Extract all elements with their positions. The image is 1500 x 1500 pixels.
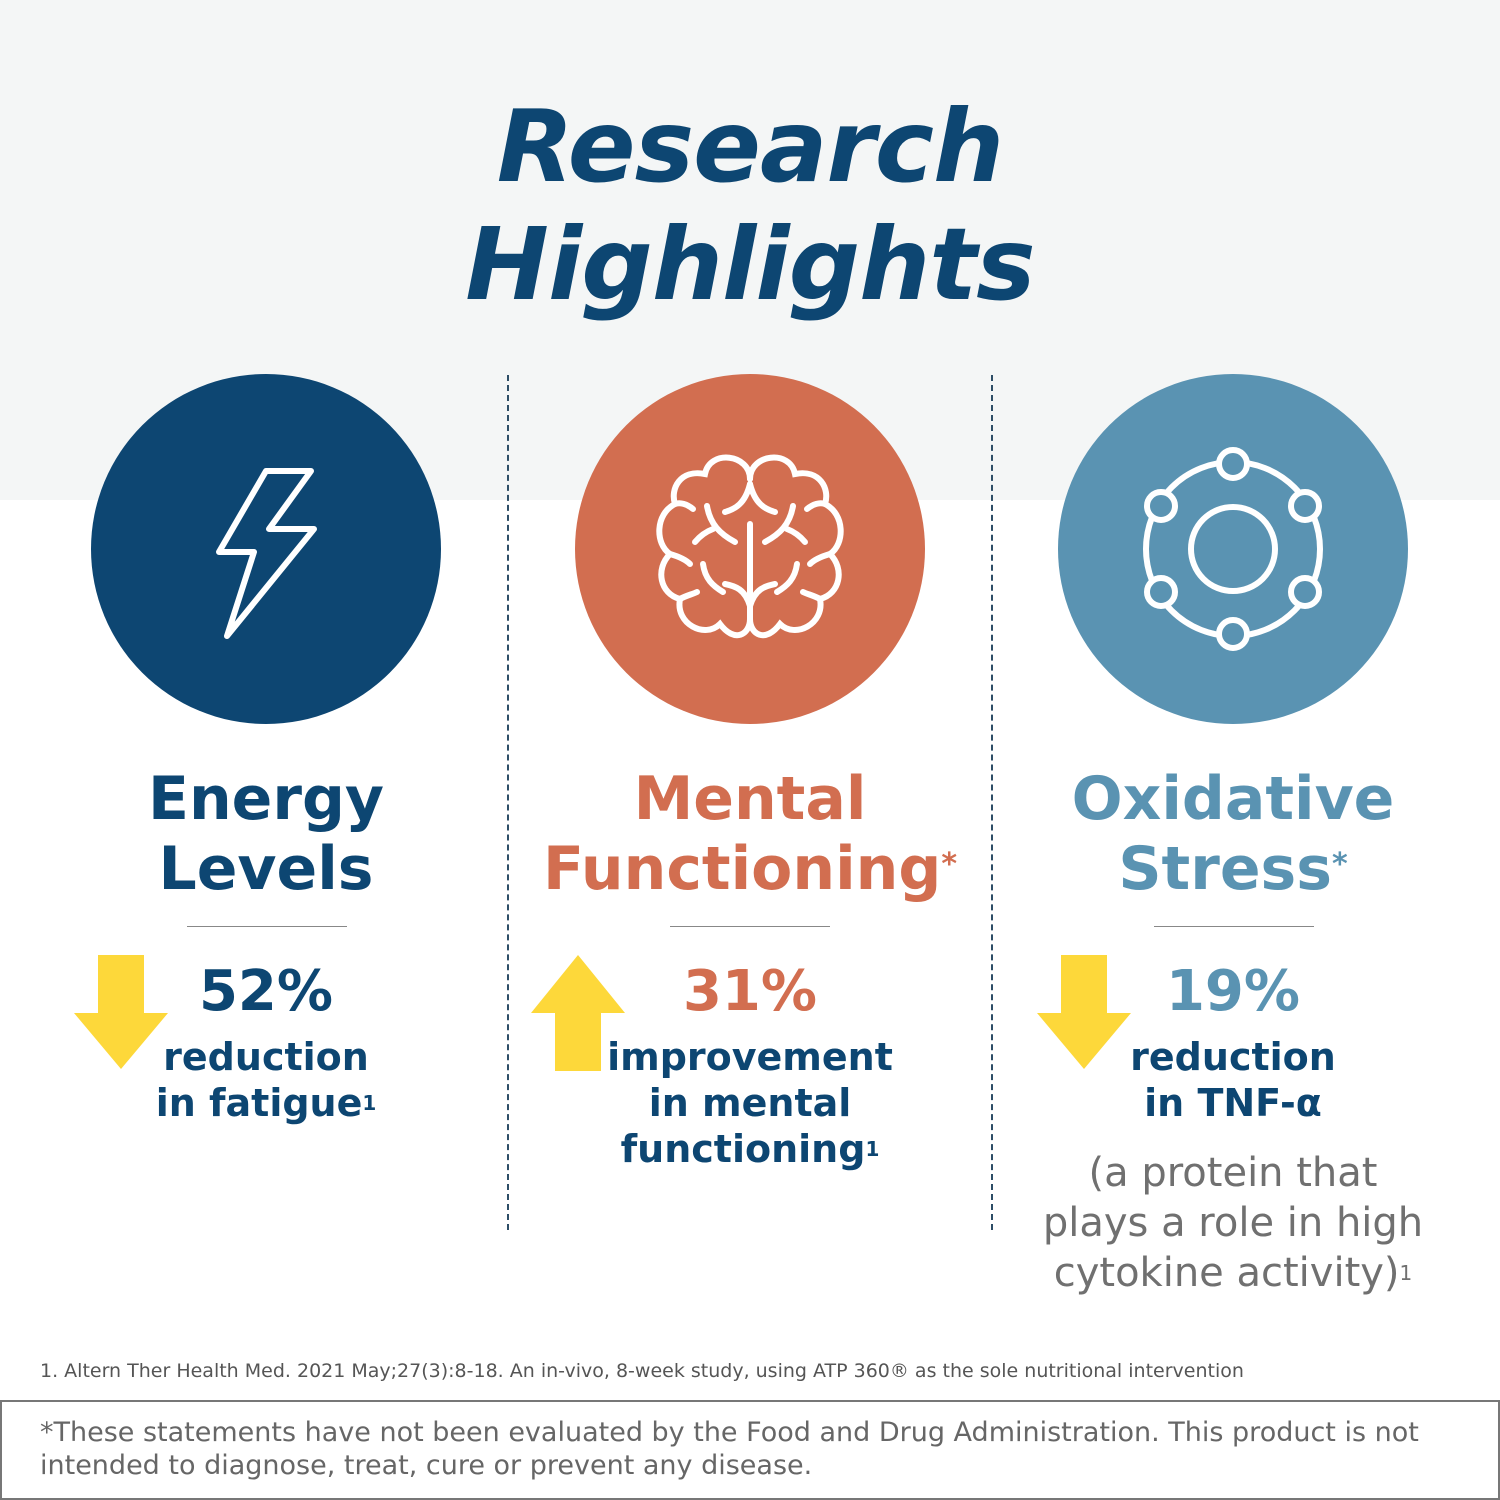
column-divider <box>507 375 509 1230</box>
energy-circle <box>91 374 441 724</box>
molecule-icon <box>1143 447 1323 651</box>
title-line-1: Research <box>496 88 1004 205</box>
title-line-2: Highlights <box>465 206 1035 323</box>
brain-icon <box>656 454 844 639</box>
percent-value: 31% <box>682 959 818 1024</box>
heading-rule <box>1154 926 1314 927</box>
result-description: reduction in TNF-α <box>1130 1035 1336 1125</box>
lightning-bolt-icon <box>216 468 317 639</box>
result-description: reduction in fatigue1 <box>155 1035 377 1125</box>
oxidative-circle <box>1058 374 1408 724</box>
mental-circle <box>575 374 925 724</box>
result-description: improvement in mental functioning1 <box>607 1035 893 1171</box>
percent-value: 19% <box>1165 959 1301 1024</box>
arrow-down-icon <box>1037 955 1131 1069</box>
energy-heading: Energy Levels <box>147 764 385 904</box>
percent-value: 52% <box>198 959 334 1024</box>
mental-heading: Mental Functioning* <box>542 764 958 904</box>
heading-rule <box>187 926 347 927</box>
page-title: Research Highlights <box>0 88 1500 324</box>
oxidative-heading: Oxidative Stress* <box>1071 764 1395 904</box>
column-divider <box>991 375 993 1230</box>
heading-rule <box>670 926 830 927</box>
fda-disclaimer-box: *These statements have not been evaluate… <box>0 1400 1500 1500</box>
arrow-down-icon <box>74 955 168 1069</box>
reference-footnote: 1. Altern Ther Health Med. 2021 May;27(3… <box>40 1360 1244 1382</box>
tnf-note: (a protein that plays a role in high cyt… <box>1042 1150 1424 1296</box>
arrow-up-icon <box>531 955 625 1071</box>
fda-disclaimer: *These statements have not been evaluate… <box>40 1417 1419 1481</box>
